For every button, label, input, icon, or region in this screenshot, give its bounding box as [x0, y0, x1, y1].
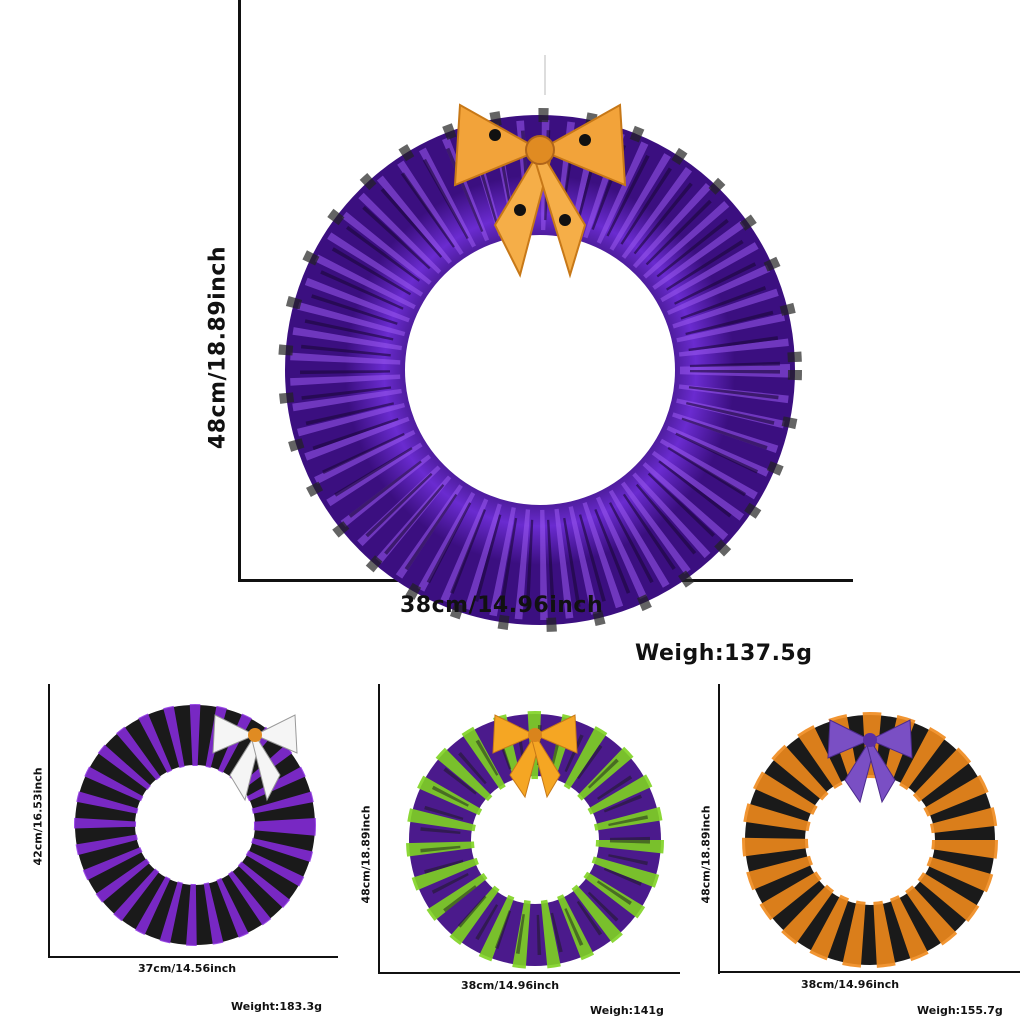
- main-wreath-image: [278, 55, 802, 632]
- variant-1-weight-label: Weight:183.3g: [231, 1000, 323, 1013]
- main-width-label: 38cm/14.96inch: [400, 593, 604, 618]
- variant-1-wreath-image: [74, 704, 316, 946]
- variant-3-height-label: 48cm/18.89inch: [699, 805, 713, 904]
- variant-1-width-line: [48, 956, 338, 958]
- main-bow: [453, 103, 627, 279]
- variant-2-width-line: [378, 972, 680, 974]
- variant-2-weight-label: Weigh:141g: [590, 1004, 664, 1017]
- variant-3-width-label: 38cm/14.96inch: [801, 978, 900, 991]
- variant-3-height-line: [718, 684, 720, 974]
- main-height-line: [238, 0, 241, 582]
- variant-2-height-line: [378, 684, 380, 974]
- variant-2-wreath-image: [406, 711, 664, 969]
- variant-1-height-line: [48, 684, 50, 958]
- variant-2-width-label: 38cm/14.96inch: [461, 979, 560, 992]
- variant-2-height-label: 48cm/18.89inch: [359, 805, 373, 904]
- main-weight-label: Weigh:137.5g: [635, 641, 813, 666]
- variant-3-wreath-image: [742, 712, 998, 968]
- variant-1-width-label: 37cm/14.56inch: [138, 962, 237, 975]
- variant-1-height-label: 42cm/16.53inch: [31, 767, 45, 866]
- variant-3-width-line: [718, 971, 1020, 973]
- variant-3-weight-label: Weigh:155.7g: [917, 1004, 1003, 1017]
- main-height-label: 48cm/18.89inch: [205, 245, 231, 450]
